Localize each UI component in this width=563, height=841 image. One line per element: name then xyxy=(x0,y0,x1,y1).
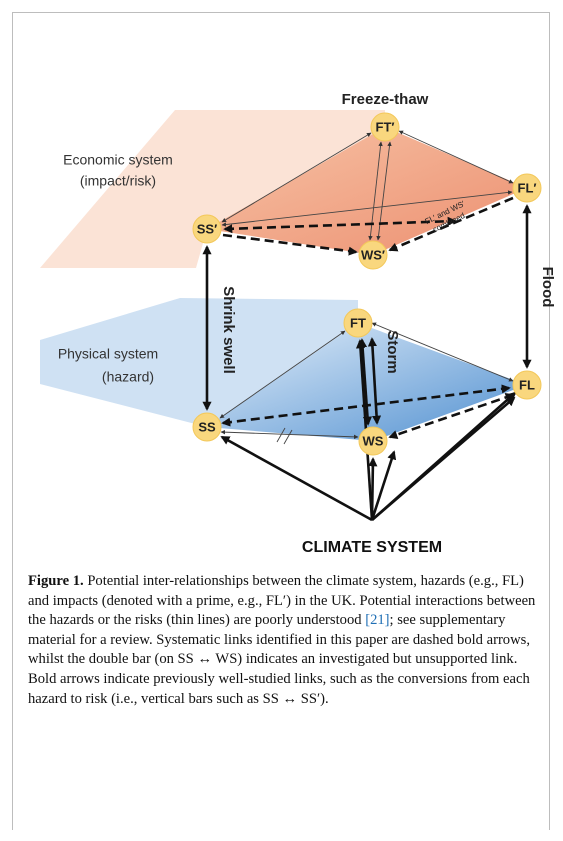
thin-links xyxy=(219,130,514,445)
hazard-label: Freeze-thaw xyxy=(342,91,429,108)
system-label: Physical system xyxy=(58,346,158,362)
node-label: FL xyxy=(519,377,535,392)
hazard-label: Flood xyxy=(539,267,556,308)
node-label: FT′ xyxy=(376,119,395,134)
node-label: WS′ xyxy=(361,247,385,262)
node xyxy=(358,240,388,270)
physical-plane xyxy=(40,298,358,427)
node xyxy=(343,308,373,338)
climate-label: CLIMATE SYSTEM xyxy=(302,539,442,556)
hazard-label: Storm xyxy=(384,330,401,373)
dashed-links xyxy=(221,196,515,439)
node-label: FL′ xyxy=(518,180,537,195)
node xyxy=(512,370,542,400)
caption-label: Figure 1. xyxy=(28,573,84,589)
node xyxy=(512,173,542,203)
caption-text: Potential inter-relationships between th… xyxy=(28,573,536,629)
node xyxy=(358,426,388,456)
node-label: SS xyxy=(198,419,216,434)
hazard-label: Shrink swell xyxy=(220,286,237,374)
caption: Figure 1. Potential inter-relationships … xyxy=(28,572,538,709)
node xyxy=(192,214,222,244)
caption-text: ; see supplementary material for a revie… xyxy=(28,612,530,707)
system-label: (hazard) xyxy=(102,369,154,385)
figure-frame xyxy=(12,12,550,830)
diagram: FT′ FL′ SS′ WS′ FT FL SS WS Economic sys… xyxy=(40,91,556,556)
node-label: SS′ xyxy=(197,221,217,236)
node-label: WS xyxy=(363,433,384,448)
node-label: FT xyxy=(350,315,366,330)
node xyxy=(192,412,222,442)
node xyxy=(370,112,400,142)
system-label: (impact/risk) xyxy=(80,173,156,189)
citation[interactable]: [21] xyxy=(365,612,390,629)
nodes: FT′ FL′ SS′ WS′ FT FL SS WS xyxy=(192,112,542,456)
system-label: Economic system xyxy=(63,152,173,168)
